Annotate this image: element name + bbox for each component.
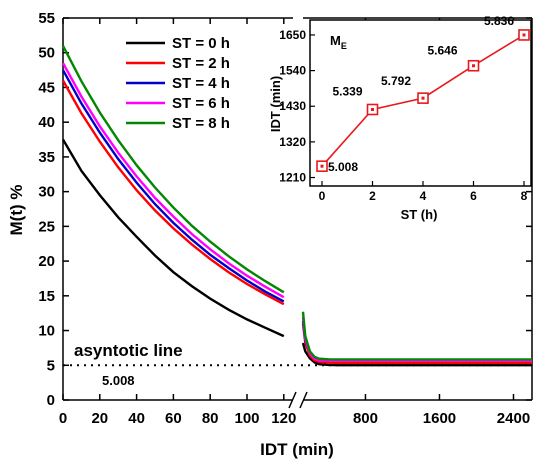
- curves: [61, 45, 532, 367]
- y-tick-label: 55: [38, 10, 55, 27]
- main-axes: [62, 17, 533, 409]
- legend-label: ST = 0 h: [172, 35, 230, 52]
- inset-series: 5.008 5.339 5.792 5.646 5.836: [316, 14, 530, 174]
- x-tick-label: 100: [234, 410, 259, 427]
- series-line-2-segment-1: [61, 69, 285, 303]
- inset-x-tick-label: 4: [420, 189, 427, 203]
- x-tick-label: 80: [202, 410, 219, 427]
- series-line-2-segment-2: [301, 320, 532, 361]
- legend-label: ST = 4 h: [172, 75, 230, 92]
- inset-x-tick-label: 0: [319, 189, 326, 203]
- x-tick-label: 20: [91, 410, 108, 427]
- x-tick-label: 800: [353, 410, 378, 427]
- y-tick-label: 50: [38, 45, 55, 62]
- inset-marker-dot: [421, 96, 425, 100]
- inset-data-label: 5.008: [328, 160, 358, 174]
- inset-y-tick-label: 1430: [279, 99, 306, 113]
- x-tick-label: 60: [165, 410, 182, 427]
- y-tick-label: 30: [38, 184, 55, 201]
- axis-break-marks: [288, 391, 308, 409]
- inset-y-tick-label: 1320: [279, 135, 306, 149]
- inset-ticks: 0 2 4 6 8 1210 1320 1430 1540 1650: [279, 28, 527, 203]
- inset-x-tick-label: 2: [369, 189, 376, 203]
- series-line-4-segment-2: [301, 311, 532, 361]
- y-tick-label: 25: [38, 218, 55, 235]
- legend-label: ST = 2 h: [172, 55, 230, 72]
- inset-x-label: ST (h): [401, 207, 438, 222]
- x-axis-label: IDT (min): [260, 440, 334, 459]
- inset-data-label: 5.646: [428, 44, 458, 58]
- y-tick-label: 45: [38, 79, 55, 96]
- inset-marker-dot: [320, 164, 324, 168]
- inset-y-tick-label: 1650: [279, 28, 306, 42]
- inset-y-tick-label: 1540: [279, 64, 306, 78]
- y-tick-label: 35: [38, 149, 55, 166]
- series-line-4-segment-1: [61, 45, 285, 294]
- legend-label: ST = 8 h: [172, 115, 230, 132]
- inset-x-tick-label: 6: [470, 189, 477, 203]
- x-tick-label: 120: [271, 410, 296, 427]
- inset-marker-dot: [371, 107, 374, 111]
- legend: ST = 0 h ST = 2 h ST = 4 h ST = 6 h ST = 8 h: [126, 35, 230, 132]
- inset-marker-dot: [472, 64, 475, 68]
- inset-data-label: 5.836: [484, 14, 514, 28]
- y-tick-label: 20: [38, 253, 55, 270]
- inset-y-tick-label: 1210: [279, 171, 306, 185]
- inset-marker-dot: [522, 33, 526, 37]
- inset-y-label: IDT (min): [268, 76, 283, 132]
- x-tick-label: 2400: [497, 410, 530, 427]
- series-line-3-segment-1: [61, 62, 285, 299]
- inset-title: ME: [330, 33, 347, 51]
- y-axis-label: M(t) %: [7, 185, 26, 236]
- x-ticks: 0 20 40 60 80 100 120 800 1600 2400: [59, 18, 530, 427]
- y-tick-label: 5: [47, 357, 55, 374]
- inset-data-label: 5.339: [333, 84, 363, 98]
- inset-data-label: 5.792: [381, 74, 411, 88]
- series-line-0-segment-1: [61, 138, 285, 338]
- asymptote-value: 5.008: [102, 373, 135, 388]
- x-tick-label: 40: [128, 410, 145, 427]
- y-tick-label: 10: [38, 323, 55, 340]
- y-tick-label: 15: [38, 288, 55, 305]
- legend-label: ST = 6 h: [172, 95, 230, 112]
- inset-x-tick-label: 8: [521, 189, 528, 203]
- x-tick-label: 1600: [423, 410, 456, 427]
- x-tick-label: 0: [59, 410, 67, 427]
- series-line-1-segment-2: [301, 323, 532, 365]
- y-tick-label: 40: [38, 114, 55, 131]
- series-line-3-segment-2: [301, 317, 532, 362]
- asymptote-label: asyntotic line: [74, 341, 183, 360]
- series-line-1-segment-1: [61, 79, 285, 306]
- y-tick-label: 0: [47, 392, 55, 409]
